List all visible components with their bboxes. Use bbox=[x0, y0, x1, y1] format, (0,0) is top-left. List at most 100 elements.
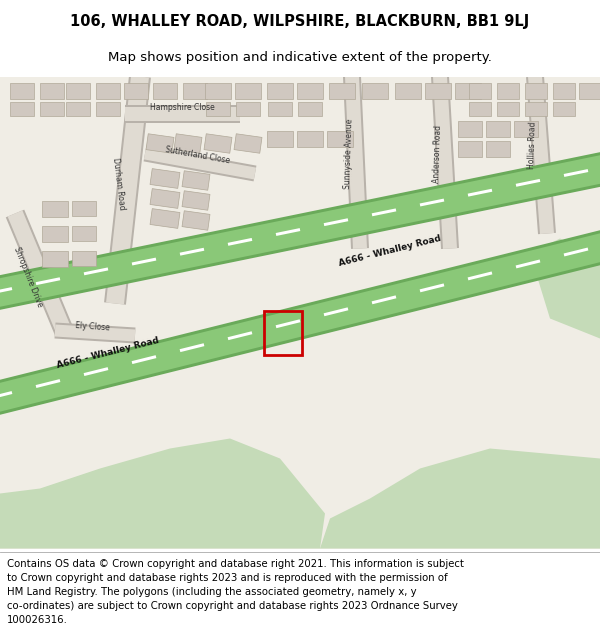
Text: Durham Road: Durham Road bbox=[112, 157, 127, 210]
Bar bbox=[297, 131, 323, 146]
Polygon shape bbox=[323, 218, 349, 226]
Text: A666 - Whalley Road: A666 - Whalley Road bbox=[56, 336, 160, 369]
Polygon shape bbox=[0, 230, 600, 415]
Polygon shape bbox=[563, 169, 589, 177]
Bar bbox=[297, 82, 323, 99]
Text: A666 - Whalley Road: A666 - Whalley Road bbox=[338, 233, 442, 268]
Bar bbox=[236, 101, 260, 116]
Polygon shape bbox=[0, 233, 600, 412]
Text: Anderson Road: Anderson Road bbox=[433, 124, 443, 182]
Bar bbox=[469, 82, 491, 99]
Polygon shape bbox=[515, 179, 541, 187]
Text: co-ordinates) are subject to Crown copyright and database rights 2023 Ordnance S: co-ordinates) are subject to Crown copyr… bbox=[7, 601, 458, 611]
Polygon shape bbox=[419, 283, 445, 292]
Polygon shape bbox=[467, 271, 493, 281]
Polygon shape bbox=[104, 75, 151, 305]
Bar bbox=[150, 189, 180, 208]
Polygon shape bbox=[106, 76, 149, 304]
Polygon shape bbox=[419, 199, 445, 206]
Bar bbox=[486, 121, 510, 136]
Bar bbox=[458, 121, 482, 136]
Bar bbox=[329, 82, 355, 99]
Bar bbox=[362, 82, 388, 99]
Polygon shape bbox=[323, 308, 349, 316]
Bar bbox=[182, 191, 210, 210]
Polygon shape bbox=[55, 324, 136, 341]
Polygon shape bbox=[0, 155, 600, 308]
Polygon shape bbox=[125, 106, 240, 121]
Polygon shape bbox=[467, 189, 493, 197]
Bar bbox=[124, 82, 148, 99]
Bar bbox=[150, 169, 180, 188]
Polygon shape bbox=[227, 331, 253, 340]
Bar bbox=[66, 101, 90, 116]
Bar bbox=[455, 82, 481, 99]
Bar bbox=[146, 134, 174, 153]
Polygon shape bbox=[35, 379, 61, 388]
Polygon shape bbox=[0, 439, 325, 549]
Polygon shape bbox=[320, 449, 600, 549]
Bar bbox=[42, 201, 68, 216]
Bar bbox=[174, 134, 202, 153]
Bar bbox=[553, 101, 575, 116]
Polygon shape bbox=[131, 355, 157, 364]
Bar bbox=[267, 131, 293, 146]
Bar bbox=[298, 101, 322, 116]
Polygon shape bbox=[179, 343, 205, 352]
Text: 100026316.: 100026316. bbox=[7, 616, 68, 625]
Bar bbox=[514, 121, 538, 136]
Text: Sutherland Close: Sutherland Close bbox=[165, 146, 231, 166]
Polygon shape bbox=[563, 248, 589, 256]
Bar bbox=[327, 131, 353, 146]
Polygon shape bbox=[144, 148, 256, 179]
Text: Ely Close: Ely Close bbox=[76, 321, 110, 332]
Polygon shape bbox=[526, 76, 556, 234]
Bar bbox=[486, 141, 510, 156]
Text: Hampshire Close: Hampshire Close bbox=[149, 103, 214, 112]
Polygon shape bbox=[528, 76, 554, 234]
Bar bbox=[66, 82, 90, 99]
Text: Hollies Road: Hollies Road bbox=[527, 122, 538, 169]
Bar bbox=[497, 82, 519, 99]
Bar bbox=[40, 101, 64, 116]
Bar bbox=[40, 82, 64, 99]
Polygon shape bbox=[0, 391, 13, 400]
Bar bbox=[72, 251, 96, 266]
Polygon shape bbox=[227, 238, 253, 246]
Bar bbox=[182, 171, 210, 190]
Bar bbox=[425, 82, 451, 99]
Polygon shape bbox=[35, 278, 61, 285]
Polygon shape bbox=[55, 322, 136, 344]
Text: Sunnyside Avenue: Sunnyside Avenue bbox=[343, 118, 355, 189]
Bar bbox=[525, 82, 547, 99]
Text: Contains OS data © Crown copyright and database right 2021. This information is : Contains OS data © Crown copyright and d… bbox=[7, 559, 464, 569]
Bar bbox=[205, 82, 231, 99]
Bar bbox=[497, 101, 519, 116]
Polygon shape bbox=[343, 76, 369, 249]
Polygon shape bbox=[125, 104, 240, 122]
Text: Shropshire Drive: Shropshire Drive bbox=[12, 245, 44, 308]
Bar bbox=[235, 82, 261, 99]
Text: Map shows position and indicative extent of the property.: Map shows position and indicative extent… bbox=[108, 51, 492, 64]
Polygon shape bbox=[371, 296, 397, 304]
Polygon shape bbox=[143, 146, 256, 181]
Bar bbox=[268, 101, 292, 116]
Polygon shape bbox=[345, 76, 367, 249]
Polygon shape bbox=[8, 211, 73, 337]
Polygon shape bbox=[0, 287, 13, 295]
Polygon shape bbox=[179, 248, 205, 256]
Polygon shape bbox=[371, 208, 397, 216]
Polygon shape bbox=[515, 259, 541, 268]
Bar bbox=[525, 101, 547, 116]
Bar bbox=[72, 226, 96, 241]
Bar bbox=[183, 82, 207, 99]
Bar bbox=[96, 101, 120, 116]
Bar bbox=[204, 134, 232, 153]
Bar bbox=[10, 101, 34, 116]
Bar bbox=[96, 82, 120, 99]
Bar bbox=[234, 134, 262, 153]
Bar bbox=[267, 82, 293, 99]
Bar bbox=[42, 226, 68, 241]
Polygon shape bbox=[0, 152, 600, 310]
Polygon shape bbox=[530, 239, 600, 339]
